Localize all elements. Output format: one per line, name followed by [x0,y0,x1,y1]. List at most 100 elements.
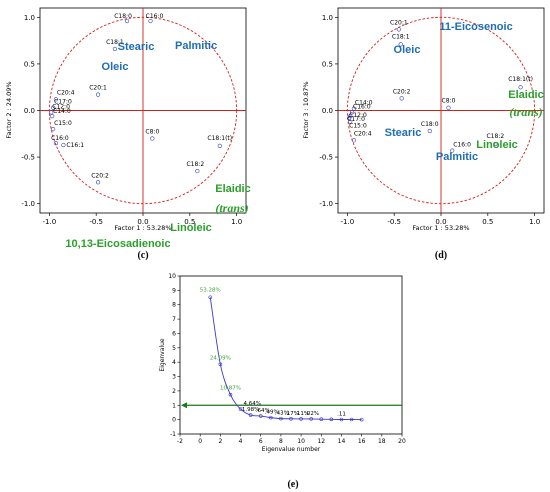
panel-d-point [427,128,432,134]
panel-c-point [95,180,101,185]
panel-d-point [351,138,357,143]
panel-e-point [349,417,354,422]
panel-c-point [53,97,59,102]
panel-c-point-label: C20:2 [91,172,109,179]
panel-e-point [309,417,313,421]
panel-d-point-label: C17:0 [347,116,365,123]
panel-c-y-tick-label: 0.5 [24,60,35,68]
panel-c-x-tick-label: -0.5 [89,218,103,226]
panel-e-point [329,417,334,422]
panel-c-x-tick-label: 0.0 [137,218,148,226]
panel-e-point [289,416,293,421]
panel-d-y-tick-label: -1.0 [319,200,333,208]
panel-e-x-tick-label: 14 [338,438,346,445]
panel-c-point-label: C8:0 [145,128,159,135]
panel-e-plot-frame [179,275,403,435]
panel-e-value-label: .11 [337,411,346,417]
panel-d-caption: (d) [435,250,447,261]
panel-c-point [49,110,54,115]
panel-d-annotation: (trans) [509,105,542,119]
panel-c-point [61,142,66,148]
panel-d-point [349,110,355,115]
panel-c-point-label: C18:1 [106,39,124,46]
panel-d-annotation: Oleic [394,44,421,56]
panel-e-point [218,362,223,367]
panel-c-caption: (c) [137,250,148,261]
panel-c-point [53,141,59,146]
panel-c-point [112,46,118,52]
panel-c-point-label: C14:0 [53,108,71,115]
panel-c-point-label: C16:0 [51,135,69,142]
panel-d-point [347,115,352,121]
panel-d-point-label: C8:0 [442,98,456,105]
panel-e-value-label: .49% [265,410,279,416]
panel-c-annotation: Elaidic [215,183,250,195]
panel-c-y-tick-label: 0.0 [24,107,35,115]
panel-e-point [339,417,344,422]
panel-c-point-label: C15:0 [54,120,72,127]
panel-e-point [269,415,273,420]
panel-d-y-tick-label: 0.0 [322,107,333,115]
panel-d-x-tick-label: 0.0 [435,218,446,226]
panel-d-annotation: 11-Eicosenoic [439,21,512,33]
panel-d-point [398,42,403,47]
panel-d-point-label: C20:1 [390,19,408,26]
panel-e-value-label: 24.09% [210,355,231,361]
panel-d-point [518,85,523,90]
panel-d-point-label: C16:0 [453,142,471,149]
panel-e-point [319,417,324,422]
panel-e-value-label: .17% [285,411,299,417]
panel-d-annotation: Linoleic [476,139,518,151]
panel-d-annotation: Palmitic [436,151,478,163]
panel-e-y-tick-label: 6 [172,330,176,337]
panel-e-value-label: 4.64% [244,401,261,407]
panel-c-x-axis-label: Factor 1 : 53.28% [114,224,171,232]
panel-c-annotation: Palmitic [175,40,217,52]
panel-e-x-tick-label: 12 [317,438,325,445]
panel-d-point [446,105,451,110]
panel-d-y-tick-label: 0.5 [322,60,333,68]
panel-e-x-tick-label: 8 [279,438,283,445]
panel-c-point-label: C17:0 [54,99,72,106]
panel-e-point [299,417,303,421]
panel-c-y-axis-label: Factor 2 : 24.09% [5,81,13,138]
panel-c-point [148,18,153,24]
panel-d-point-label: C18:2 [486,133,504,140]
panel-e-x-tick-label: 18 [378,438,386,445]
panel-e-y-tick-label: -1 [170,431,176,438]
panel-e-x-tick-label: 16 [358,438,366,445]
panel-e-value-label: .11% [295,411,309,417]
panel-e-x-tick-label: 4 [239,438,243,445]
panel-e-point [208,295,213,300]
panel-c-point-label: C18:1(t) [207,135,232,142]
panel-e-y-tick-label: 10 [168,273,176,280]
panel-d-annotation: Elaidic [508,89,543,101]
panel-e-y-tick-label: 8 [172,302,176,309]
panel-d-point-label: C20:2 [393,88,411,95]
panel-c-point [150,136,155,141]
panel-e-y-tick-label: 0 [172,417,176,424]
panel-c-y-tick-label: -0.5 [21,154,35,162]
panel-d-point-label: C18:1 [392,33,410,40]
panel-d-x-axis-label: Factor 1 : 53.28% [412,224,469,232]
panel-c: -1.0 -0.5 0.0 0.5 1.0 1.0 0.5 0.0 -0.5 -1.0 C18:0… [5,7,251,261]
panel-c-point-label: C16:1 [66,142,84,149]
panel-d-point [396,27,401,32]
panel-d-point-label: C20:4 [354,130,372,137]
panel-e-y-tick-label: 3 [172,374,176,381]
panel-c-annotation: Stearic [118,41,155,53]
panel-c-annotation: Linoleic [170,222,212,234]
panel-e-y-tick-label: 2 [172,388,176,395]
panel-e-reference-arrow [181,402,187,409]
panel-e-value-label: .64% [256,408,270,414]
panel-d-unit-circle [346,16,536,205]
panel-c-y-tick-label: 1.0 [24,14,35,22]
panel-c-x-tick-label: 1.0 [231,218,242,226]
panel-e-point [228,392,233,397]
panel-e-y-tick-label: 1 [172,402,176,409]
panel-e-y-tick-label: 7 [172,316,176,323]
panel-d-y-tick-label: 1.0 [322,14,333,22]
panel-e-point [359,417,364,422]
